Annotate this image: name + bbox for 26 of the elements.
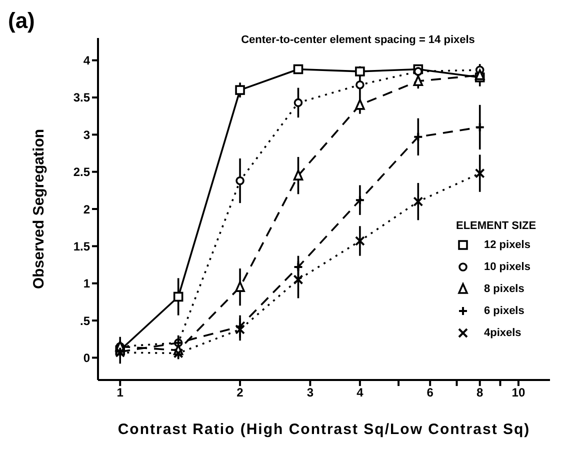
y-tick-label: 2 xyxy=(83,202,90,216)
legend-label: 6 pixels xyxy=(484,305,524,317)
y-tick-label: 0 xyxy=(83,350,90,365)
x-tick-label: 10 xyxy=(512,386,526,400)
legend-label: 12 pixels xyxy=(484,239,530,251)
legend-title: ELEMENT SIZE xyxy=(456,220,536,232)
legend-label: 10 pixels xyxy=(484,261,530,273)
x-tick-label: 2 xyxy=(236,386,244,400)
chart-title: Center-to-center element spacing = 14 pixels xyxy=(240,34,476,46)
y-axis-title: Observed Segregation xyxy=(30,128,48,290)
x-tick-label: 3 xyxy=(306,386,314,400)
x-tick-label: 1 xyxy=(116,386,124,400)
y-tick-label: 3 xyxy=(83,128,90,142)
y-tick-label: 4 xyxy=(83,54,90,68)
legend-label: 8 pixels xyxy=(484,283,524,295)
x-tick-label: 4 xyxy=(356,386,364,400)
y-tick-label: 3.5 xyxy=(73,90,90,105)
text: (a) xyxy=(8,8,35,34)
legend-label: 4pixels xyxy=(484,327,522,339)
y-tick-label: 1 xyxy=(83,276,90,291)
x-axis-title: Contrast Ratio (High Contrast Sq/Low Contrast Sq) xyxy=(118,421,530,438)
y-tick-label: 2.5 xyxy=(73,165,90,180)
y-tick-label: .5 xyxy=(80,314,90,328)
y-tick-label: 1.5 xyxy=(73,239,90,254)
x-tick-label: 8 xyxy=(476,386,484,400)
x-tick-label: 6 xyxy=(426,386,434,400)
